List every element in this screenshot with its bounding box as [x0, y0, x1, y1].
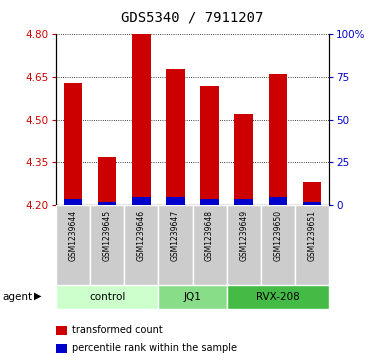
Text: GSM1239648: GSM1239648: [205, 210, 214, 261]
Text: GSM1239644: GSM1239644: [69, 210, 77, 261]
Bar: [200, 86, 219, 205]
Text: GSM1239646: GSM1239646: [137, 210, 146, 261]
Bar: [303, 182, 321, 205]
Text: RVX-208: RVX-208: [256, 292, 300, 302]
Text: control: control: [89, 292, 125, 302]
Bar: [64, 83, 82, 205]
FancyBboxPatch shape: [158, 205, 192, 285]
Text: GSM1239649: GSM1239649: [239, 210, 248, 261]
Text: GSM1239645: GSM1239645: [102, 210, 112, 261]
Bar: [166, 196, 185, 205]
Bar: [132, 34, 151, 205]
FancyBboxPatch shape: [295, 205, 329, 285]
Bar: [303, 202, 321, 205]
Bar: [268, 196, 287, 205]
FancyBboxPatch shape: [227, 285, 329, 309]
Text: percentile rank within the sample: percentile rank within the sample: [72, 343, 238, 354]
FancyBboxPatch shape: [192, 205, 227, 285]
Bar: [132, 196, 151, 205]
FancyBboxPatch shape: [124, 205, 158, 285]
Text: GSM1239647: GSM1239647: [171, 210, 180, 261]
Text: JQ1: JQ1: [184, 292, 201, 302]
Text: GDS5340 / 7911207: GDS5340 / 7911207: [121, 11, 264, 25]
FancyBboxPatch shape: [56, 205, 90, 285]
Text: GSM1239651: GSM1239651: [308, 210, 316, 261]
FancyBboxPatch shape: [90, 205, 124, 285]
FancyBboxPatch shape: [261, 205, 295, 285]
Bar: [234, 114, 253, 205]
FancyBboxPatch shape: [227, 205, 261, 285]
Text: agent: agent: [2, 292, 32, 302]
Bar: [234, 199, 253, 205]
Text: GSM1239650: GSM1239650: [273, 210, 283, 261]
FancyBboxPatch shape: [158, 285, 227, 309]
FancyBboxPatch shape: [56, 285, 158, 309]
Bar: [166, 69, 185, 205]
Bar: [98, 202, 117, 205]
Bar: [200, 199, 219, 205]
Text: transformed count: transformed count: [72, 325, 163, 335]
Text: ▶: ▶: [34, 291, 41, 301]
Bar: [98, 157, 117, 205]
Bar: [64, 199, 82, 205]
Bar: [268, 74, 287, 205]
